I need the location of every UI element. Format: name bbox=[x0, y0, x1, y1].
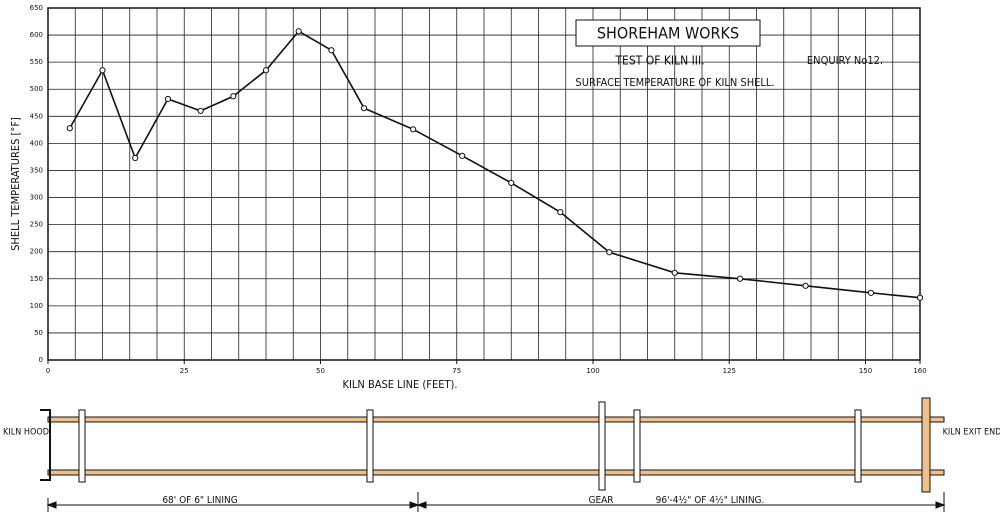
data-point bbox=[802, 282, 809, 289]
kiln-diagram bbox=[40, 397, 946, 512]
data-point bbox=[410, 126, 417, 133]
annotation: ENQUIRY No12. bbox=[807, 54, 883, 67]
x-tick-label: 25 bbox=[180, 367, 189, 375]
data-point bbox=[867, 289, 875, 296]
diagram-label: KILN HOOD bbox=[3, 428, 49, 438]
data-point bbox=[295, 28, 302, 35]
data-point bbox=[916, 294, 924, 301]
data-point bbox=[164, 95, 171, 103]
diagram-label: 68' OF 6" LINING bbox=[162, 495, 237, 506]
data-point bbox=[508, 179, 515, 187]
y-tick-label: 650 bbox=[30, 4, 43, 12]
diagram-label: GEAR bbox=[588, 495, 613, 506]
y-tick-label: 500 bbox=[30, 85, 43, 93]
x-tick-label: 125 bbox=[723, 367, 736, 375]
chart-subtitle: TEST OF KILN III. bbox=[614, 54, 704, 68]
data-point bbox=[262, 67, 270, 74]
y-tick-label: 200 bbox=[30, 248, 43, 256]
y-tick-label: 150 bbox=[30, 275, 43, 283]
data-point bbox=[99, 67, 106, 74]
x-tick-label: 100 bbox=[586, 367, 599, 375]
y-tick-label: 250 bbox=[30, 221, 43, 229]
x-tick-label: 0 bbox=[46, 367, 50, 375]
data-point bbox=[66, 125, 73, 132]
y-tick-label: 600 bbox=[30, 31, 43, 39]
data-point bbox=[459, 152, 466, 159]
diagram-label: KILN EXIT END bbox=[943, 428, 1000, 438]
data-point bbox=[737, 275, 744, 282]
data-point bbox=[197, 107, 204, 114]
y-tick-label: 50 bbox=[34, 329, 43, 337]
x-tick-label: 75 bbox=[452, 367, 461, 375]
y-tick-label: 400 bbox=[30, 139, 43, 147]
data-point bbox=[557, 209, 564, 216]
plot-frame bbox=[47, 7, 921, 361]
y-tick-label: 450 bbox=[30, 112, 43, 120]
data-point bbox=[230, 93, 237, 100]
y-axis-label: SHELL TEMPERATURES [°F] bbox=[9, 117, 22, 251]
diagram-label: 96'-4½" OF 4½" LINING. bbox=[656, 494, 765, 506]
y-tick-label: 100 bbox=[30, 302, 43, 310]
y-tick-label: 0 bbox=[39, 356, 43, 364]
data-point bbox=[606, 249, 613, 256]
data-line bbox=[69, 30, 921, 299]
data-point bbox=[671, 269, 678, 276]
x-tick-label: 160 bbox=[913, 367, 926, 375]
chart-title: SHOREHAM WORKS bbox=[597, 24, 739, 43]
data-point bbox=[361, 105, 368, 112]
annotation: SURFACE TEMPERATURE OF KILN SHELL. bbox=[575, 76, 774, 89]
data-point bbox=[328, 47, 335, 54]
x-tick-label: 150 bbox=[859, 367, 872, 375]
y-tick-label: 350 bbox=[30, 166, 43, 174]
title-box bbox=[575, 19, 761, 47]
y-tick-label: 550 bbox=[30, 58, 43, 66]
x-axis-label: KILN BASE LINE (FEET). bbox=[342, 378, 457, 391]
data-point bbox=[132, 154, 139, 162]
x-tick-label: 50 bbox=[316, 367, 325, 375]
y-tick-label: 300 bbox=[30, 194, 43, 202]
